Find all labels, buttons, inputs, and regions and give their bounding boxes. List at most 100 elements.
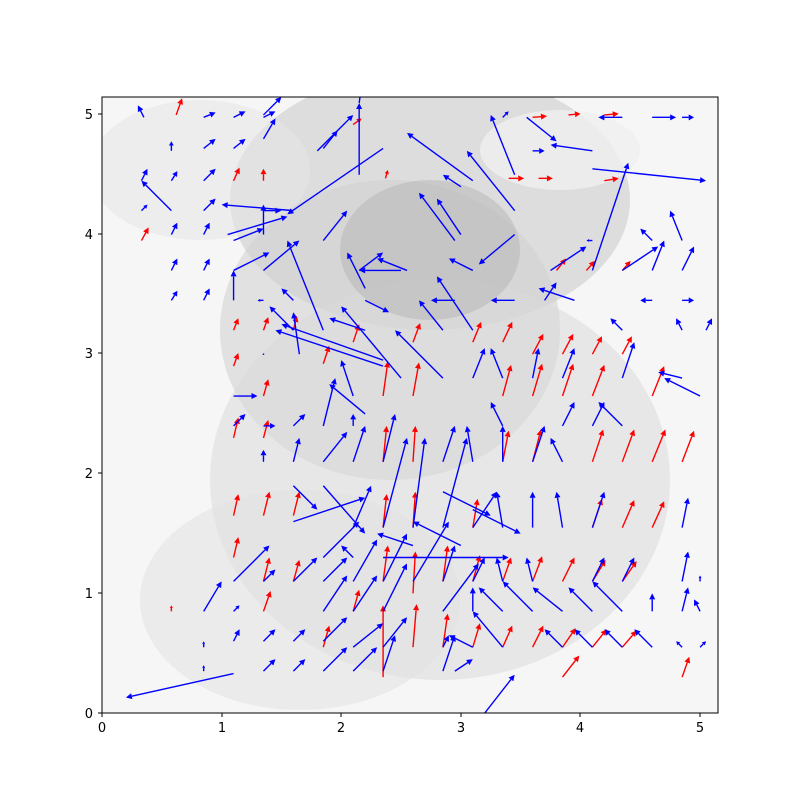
vector-arrow — [170, 171, 178, 182]
vector-arrow — [430, 297, 455, 304]
vector-arrow — [203, 288, 210, 301]
vector-arrow — [502, 430, 511, 462]
vector-arrow — [316, 114, 354, 152]
vector-arrow — [598, 402, 623, 427]
vector-arrow — [464, 425, 474, 462]
vector-arrow — [170, 258, 178, 271]
vector-arrow — [263, 111, 276, 118]
vector-arrow — [526, 116, 557, 142]
vector-field — [125, 97, 713, 713]
vector-arrow — [681, 656, 691, 678]
vector-arrow — [383, 554, 509, 561]
vector-arrow — [591, 557, 605, 582]
vector-arrow — [292, 659, 306, 672]
y-tick: 2 — [85, 467, 102, 482]
vector-arrow — [490, 348, 504, 379]
vector-arrow — [140, 168, 148, 182]
vector-arrow — [550, 246, 587, 272]
vector-arrow — [281, 288, 294, 301]
x-tick: 1 — [218, 713, 226, 736]
vector-arrow — [356, 102, 363, 175]
vector-arrow — [233, 393, 258, 400]
vector-arrow — [472, 509, 521, 534]
vector-arrow — [382, 413, 397, 462]
vector-arrow — [681, 497, 690, 528]
vector-arrow — [407, 132, 474, 182]
vector-arrow — [550, 142, 593, 152]
vector-arrow — [499, 425, 506, 462]
vector-arrow — [382, 437, 409, 528]
vector-arrow — [411, 425, 418, 462]
vector-arrow — [263, 422, 276, 429]
vector-arrow — [538, 175, 553, 182]
vector-arrow — [292, 413, 306, 427]
vector-arrow — [454, 659, 473, 672]
vector-arrow — [676, 641, 683, 648]
vector-arrow — [436, 276, 474, 331]
vector-arrow — [203, 258, 210, 271]
vector-arrow — [592, 581, 623, 612]
vector-arrow — [141, 180, 172, 212]
vector-arrow — [621, 630, 637, 648]
vector-arrow — [233, 605, 240, 612]
vector-arrow — [640, 228, 653, 242]
vector-arrow — [610, 318, 623, 331]
vector-arrow — [502, 364, 513, 397]
vector-arrow — [137, 105, 145, 118]
plot-area — [101, 96, 719, 714]
vector-arrow — [490, 297, 515, 304]
vector-arrow — [382, 617, 408, 648]
vector-arrow — [604, 176, 619, 183]
vector-arrow — [352, 647, 378, 672]
y-tick-label: 0 — [85, 707, 93, 722]
vector-arrow — [352, 589, 361, 612]
vector-arrow — [502, 581, 534, 612]
vector-arrow — [490, 114, 516, 176]
vector-arrow — [262, 557, 271, 582]
vector-arrow — [532, 147, 545, 154]
x-axis: 0 1 2 3 4 5 — [98, 713, 704, 736]
x-tick: 0 — [98, 713, 106, 736]
vector-arrow — [341, 306, 402, 379]
vector-arrow — [358, 252, 384, 271]
vector-arrow — [472, 623, 482, 648]
x-tick: 5 — [696, 713, 704, 736]
vector-arrow — [412, 362, 421, 397]
vector-arrow — [341, 545, 354, 558]
vector-arrow — [698, 575, 702, 582]
vector-arrow — [621, 557, 635, 582]
vector-arrow — [669, 210, 683, 241]
vector-arrow — [382, 635, 396, 672]
vector-arrow — [502, 625, 513, 648]
y-tick-label: 4 — [85, 228, 93, 243]
vector-arrow — [502, 321, 513, 343]
plot-frame — [101, 96, 719, 714]
vector-arrow — [651, 501, 665, 528]
vector-arrow — [412, 551, 419, 594]
vector-arrow — [377, 257, 408, 272]
vector-arrow — [442, 635, 449, 648]
vector-arrow — [125, 672, 234, 700]
vector-arrow — [140, 227, 149, 241]
vector-arrow — [531, 363, 544, 397]
vector-arrow — [364, 299, 390, 313]
x-tick: 2 — [337, 713, 345, 736]
vector-arrow — [621, 342, 636, 379]
vector-arrow — [262, 491, 271, 516]
vector-arrow — [203, 138, 216, 149]
vector-arrow — [232, 494, 240, 516]
vector-arrow — [550, 437, 564, 463]
x-tick: 3 — [457, 713, 465, 736]
vector-arrow — [561, 557, 575, 582]
vector-arrow — [262, 590, 272, 612]
vector-arrow — [322, 617, 348, 642]
vector-arrow — [442, 545, 456, 582]
vector-arrow — [651, 240, 665, 271]
x-tick-label: 0 — [98, 721, 106, 736]
vector-arrow — [322, 575, 348, 612]
y-tick-label: 1 — [85, 587, 93, 602]
vector-arrow — [232, 417, 240, 439]
vector-arrow — [495, 557, 504, 582]
vector-arrow — [591, 429, 605, 463]
